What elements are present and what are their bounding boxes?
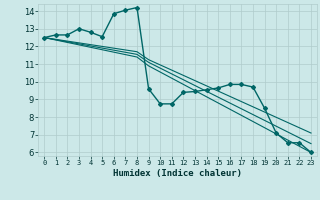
X-axis label: Humidex (Indice chaleur): Humidex (Indice chaleur) xyxy=(113,169,242,178)
